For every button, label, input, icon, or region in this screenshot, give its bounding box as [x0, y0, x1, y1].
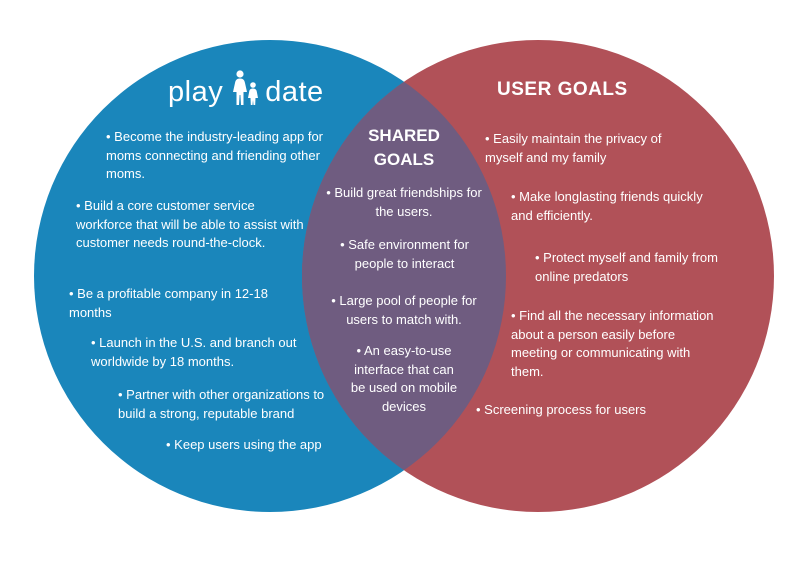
shared-title-line-1: SHARED — [368, 126, 440, 145]
user-goals-title: USER GOALS — [497, 79, 628, 100]
mother-and-child-icon — [231, 70, 261, 114]
shared-item: • Safe environment for people to interac… — [340, 237, 469, 271]
left-item: • Launch in the U.S. and branch out worl… — [91, 335, 297, 369]
left-item: • Build a core customer service workforc… — [76, 198, 304, 250]
shared-title-line-2: GOALS — [373, 150, 435, 169]
right-item: • Make longlasting friends quickly and e… — [511, 189, 703, 223]
right-item: • Screening process for users — [476, 402, 647, 417]
overlap-region — [302, 40, 506, 512]
right-item: • Find all the necessary information abo… — [511, 308, 714, 379]
left-item: • Keep users using the app — [166, 437, 322, 452]
shared-goals-title: SHARED GOALS — [354, 124, 454, 172]
shared-item: • An easy-to-use interface that can be u… — [350, 343, 458, 414]
right-item: • Protect myself and family from online … — [535, 250, 718, 284]
shared-item: • Build great friendships for the users. — [326, 185, 482, 219]
right-item: • Easily maintain the privacy of myself … — [485, 131, 662, 165]
logo-word-date: date — [265, 75, 324, 108]
logo-word-play: play — [168, 75, 224, 108]
left-item: • Be a profitable company in 12-18 month… — [69, 286, 268, 320]
shared-item: • Large pool of people for users to matc… — [331, 293, 477, 327]
left-item: • Become the industry-leading app for mo… — [106, 129, 324, 181]
playdate-logo: play date — [168, 70, 324, 114]
left-item: • Partner with other organizations to bu… — [118, 387, 325, 421]
